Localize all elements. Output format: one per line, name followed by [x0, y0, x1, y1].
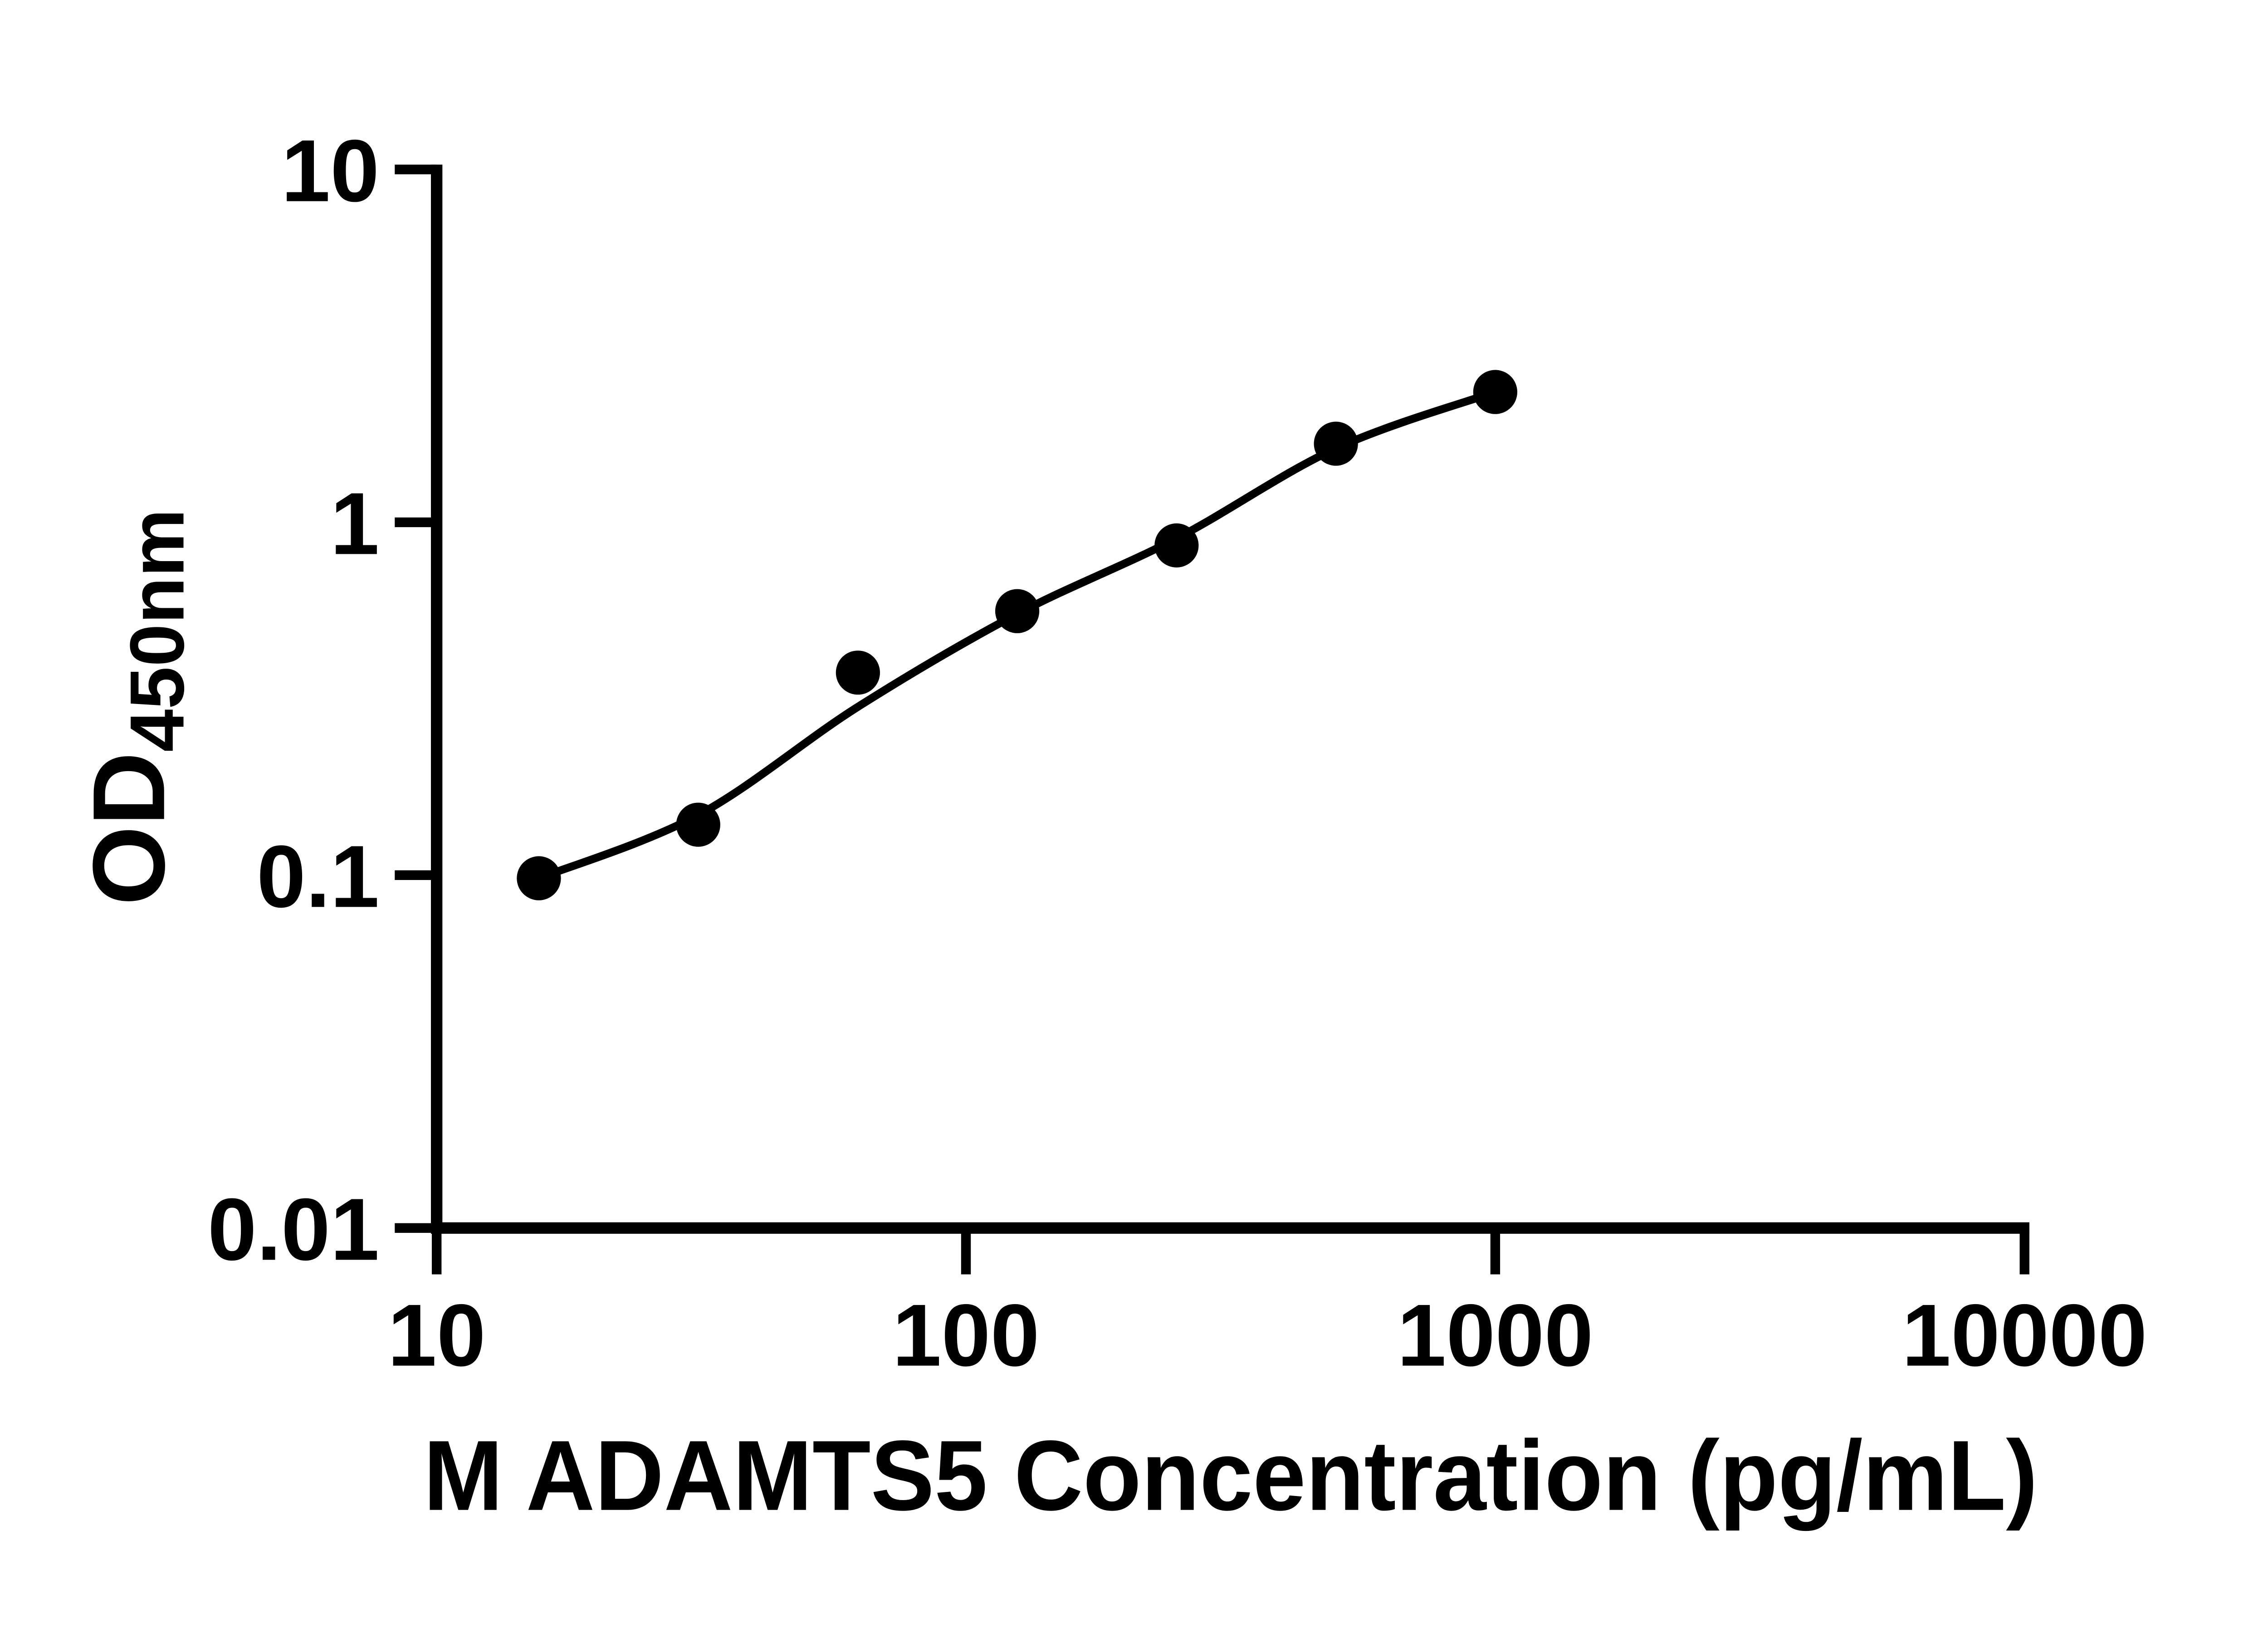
y-axis-title-main: OD [72, 752, 186, 905]
data-series [517, 370, 1518, 900]
data-point-x31.2 [676, 802, 720, 847]
axis-ticks [395, 164, 2029, 1275]
axis-spine [431, 164, 2029, 1234]
axis-titles: M ADAMTS5 Concentration (pg/mL) OD450nm [72, 509, 2038, 1531]
y-tick-label-0.01: 0.01 [208, 1180, 380, 1279]
y-axis-title-subscript: 450nm [114, 509, 200, 752]
data-point-x125 [995, 589, 1040, 633]
x-axis-title: M ADAMTS5 Concentration (pg/mL) [423, 1420, 2038, 1531]
data-point-x62.5 [836, 650, 880, 695]
y-axis-title: OD450nm [72, 509, 200, 905]
data-point-x250 [1154, 523, 1199, 567]
data-point-x15.6 [517, 856, 561, 900]
x-tick-label-10000: 10000 [1902, 1286, 2147, 1385]
y-tick-label-10: 10 [281, 122, 379, 220]
axes [431, 164, 2029, 1234]
x-tick-label-100: 100 [892, 1286, 1039, 1385]
x-tick-label-1000: 1000 [1397, 1286, 1593, 1385]
data-point-x500 [1314, 421, 1358, 466]
y-tick-label-0.1: 0.1 [257, 827, 379, 926]
x-tick-label-10: 10 [388, 1286, 486, 1385]
data-point-x1000 [1473, 370, 1518, 414]
fit-curve [535, 388, 1500, 882]
y-tick-label-1: 1 [330, 474, 379, 573]
